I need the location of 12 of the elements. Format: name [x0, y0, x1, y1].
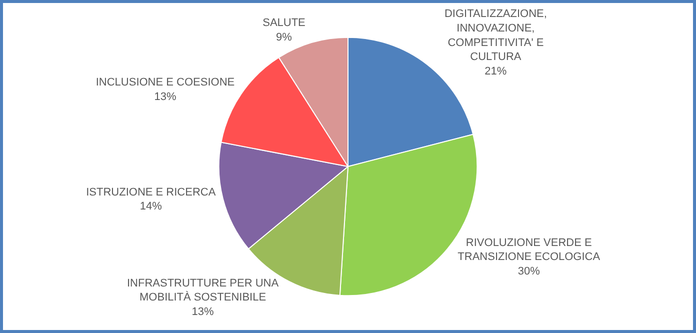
data-label: 30%: [518, 265, 540, 278]
data-label: 13%: [192, 306, 214, 318]
data-label: 14%: [140, 200, 162, 213]
slice-label: INCLUSIONE E COESIONE: [96, 76, 235, 89]
slice-label: INFRASTRUTTURE PER UNA MOBILITÀ SOSTENIBILE: [126, 277, 280, 304]
data-label: 21%: [484, 65, 507, 78]
data-label: 13%: [154, 90, 176, 103]
slice-label: SALUTE: [262, 17, 306, 30]
slice-label: RIVOLUZIONE VERDE E TRANSIZIONE ECOLOGICA: [458, 236, 601, 264]
data-label: 9%: [276, 32, 292, 44]
slice-label: ISTRUZIONE E RICERCA: [86, 186, 216, 198]
slice-label: DIGITALIZZAZIONE, INNOVAZIONE, COMPETITIVITA' E CULTURA: [444, 8, 547, 64]
